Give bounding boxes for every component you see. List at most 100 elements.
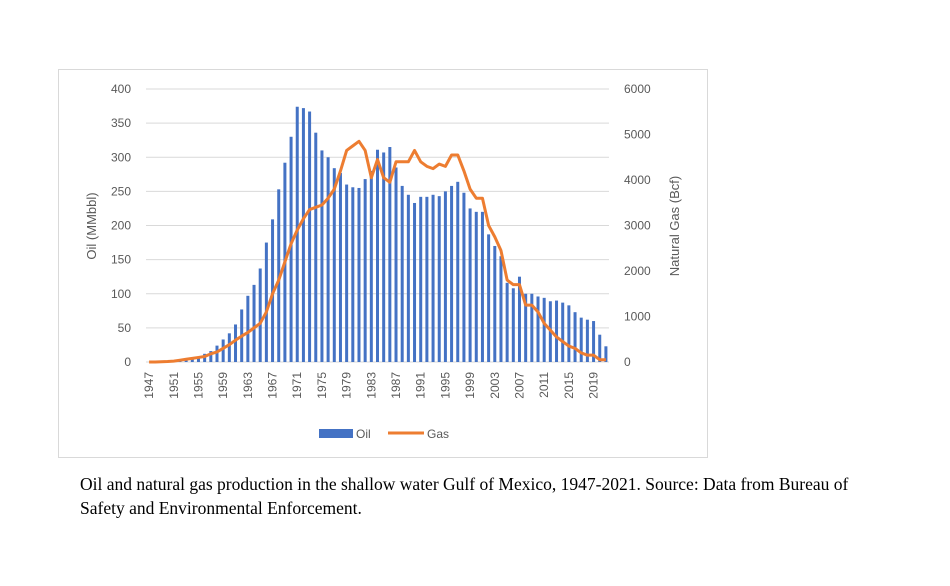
x-tick-label: 1995 [438, 372, 452, 399]
x-tick-label: 1959 [216, 372, 230, 399]
oil-bar [376, 149, 379, 362]
oil-bar [536, 296, 540, 362]
x-tick-label: 1951 [167, 372, 181, 399]
oil-bar [555, 300, 559, 362]
oil-bar [308, 111, 312, 363]
oil-bar [573, 312, 577, 362]
oil-bar [357, 187, 361, 362]
oil-bar [462, 192, 466, 362]
oil-bar [246, 295, 250, 362]
y-right-tick-label: 0 [624, 355, 631, 369]
y-right-tick-label: 3000 [624, 219, 651, 233]
oil-bar [400, 185, 404, 362]
y-right-tick-label: 1000 [624, 310, 651, 324]
oil-bar [295, 106, 299, 363]
oil-bar [468, 208, 472, 362]
oil-bar [215, 345, 219, 362]
oil-bar [524, 293, 528, 362]
oil-bar [289, 136, 293, 362]
legend-gas-label: Gas [427, 427, 449, 441]
oil-bar [264, 242, 268, 362]
x-tick-label: 2003 [488, 372, 502, 399]
oil-bar [314, 132, 318, 362]
x-tick-label: 1991 [414, 372, 428, 399]
oil-bar [234, 324, 238, 362]
x-tick-label: 1947 [142, 372, 156, 399]
oil-bar [320, 150, 324, 362]
y-left-tick-label: 100 [111, 287, 131, 301]
oil-bar [499, 256, 503, 362]
oil-bar [252, 284, 256, 362]
oil-bar [406, 194, 410, 362]
x-tick-label: 2019 [587, 372, 601, 399]
oil-bar [450, 185, 454, 362]
oil-bar [456, 181, 460, 362]
oil-bar [487, 234, 491, 362]
x-tick-label: 1971 [290, 372, 304, 399]
x-tick-label: 1983 [364, 372, 378, 399]
oil-bar [394, 167, 398, 362]
x-tick-label: 1955 [191, 372, 205, 399]
y-left-tick-label: 0 [124, 355, 131, 369]
y-left-tick-label: 300 [111, 150, 131, 164]
oil-bar [338, 172, 342, 362]
y-axis-right-label: Natural Gas (Bcf) [667, 176, 682, 276]
x-tick-label: 1975 [315, 372, 329, 399]
oil-bar [474, 211, 478, 362]
x-tick-label: 2007 [512, 372, 526, 399]
oil-bar [221, 339, 225, 362]
oil-bar [443, 191, 447, 362]
oil-bar [530, 293, 534, 362]
x-tick-label: 1967 [266, 372, 280, 399]
oil-bar [388, 147, 392, 362]
oil-bar [431, 194, 435, 362]
legend-oil-swatch [319, 429, 353, 438]
oil-bar [301, 108, 305, 362]
oil-bar [480, 211, 484, 362]
oil-bar [585, 319, 589, 362]
oil-bar [382, 152, 386, 362]
y-right-tick-label: 2000 [624, 264, 651, 278]
figure-caption: Oil and natural gas production in the sh… [80, 474, 849, 518]
oil-bar [493, 245, 497, 362]
y-left-tick-label: 400 [111, 82, 131, 96]
oil-bar [332, 168, 336, 362]
oil-bar [517, 276, 521, 362]
oil-bar [567, 305, 571, 362]
gas-line [149, 139, 606, 364]
x-tick-label: 2011 [537, 372, 551, 398]
x-tick-label: 1979 [340, 372, 354, 399]
oil-bar [505, 282, 509, 362]
oil-bar [413, 202, 417, 362]
oil-bar [190, 358, 194, 362]
x-tick-label: 2015 [562, 372, 576, 399]
oil-bar [437, 196, 441, 362]
oil-bar [511, 288, 515, 362]
oil-bar [209, 351, 213, 362]
y-left-tick-label: 150 [111, 253, 131, 267]
legend-oil-label: Oil [356, 427, 371, 441]
oil-bar [542, 297, 546, 362]
oil-bar [351, 187, 355, 362]
oil-bar [258, 268, 262, 362]
legend: Oil Gas [319, 427, 449, 441]
oil-bar [419, 196, 423, 362]
oil-bar [345, 184, 349, 362]
y-left-tick-label: 250 [111, 184, 131, 198]
oil-bar [604, 346, 608, 362]
oil-bar [592, 321, 596, 362]
oil-bar [196, 356, 200, 362]
x-tick-label: 1987 [389, 372, 403, 399]
chart-frame [58, 69, 708, 458]
oil-bar [598, 334, 602, 362]
oil-bar [561, 302, 565, 362]
oil-bar [363, 179, 367, 362]
y-left-tick-label: 350 [111, 116, 131, 130]
oil-bar [184, 359, 188, 362]
y-left-tick-label: 50 [118, 321, 132, 335]
y-right-tick-label: 5000 [624, 128, 651, 142]
y-left-tick-label: 200 [111, 219, 131, 233]
oil-bar [425, 196, 429, 362]
x-tick-label: 1999 [463, 372, 477, 399]
